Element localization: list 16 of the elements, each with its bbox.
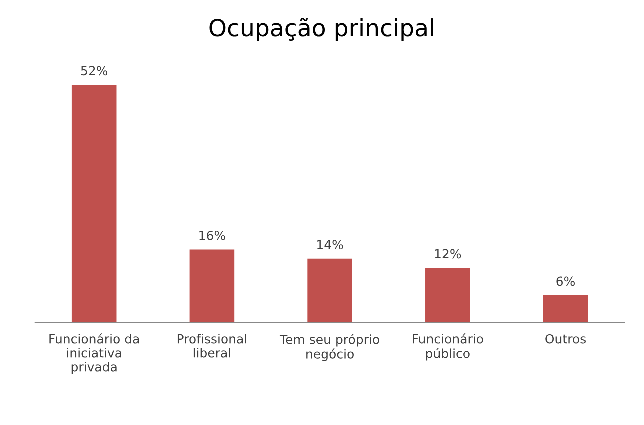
x-tick-label: Funcionário da iniciativa privada [50,334,140,374]
x-tick-label: Funcionário público [413,334,484,361]
chart-title: Ocupação principal [210,18,434,42]
bar [426,268,470,323]
bar [72,85,117,323]
bar [543,296,588,323]
data-label: 6% [556,276,575,286]
x-tick-label: Tem seu próprio negócio [280,334,380,362]
x-tick-label: Profissional liberal [178,334,246,358]
data-label: 12% [435,249,462,259]
bar [308,258,352,323]
data-label: 16% [200,230,226,240]
data-label: 14% [318,240,344,250]
x-tick-label: Outros [546,334,586,344]
bar [190,250,235,323]
data-label: 52% [81,66,108,76]
